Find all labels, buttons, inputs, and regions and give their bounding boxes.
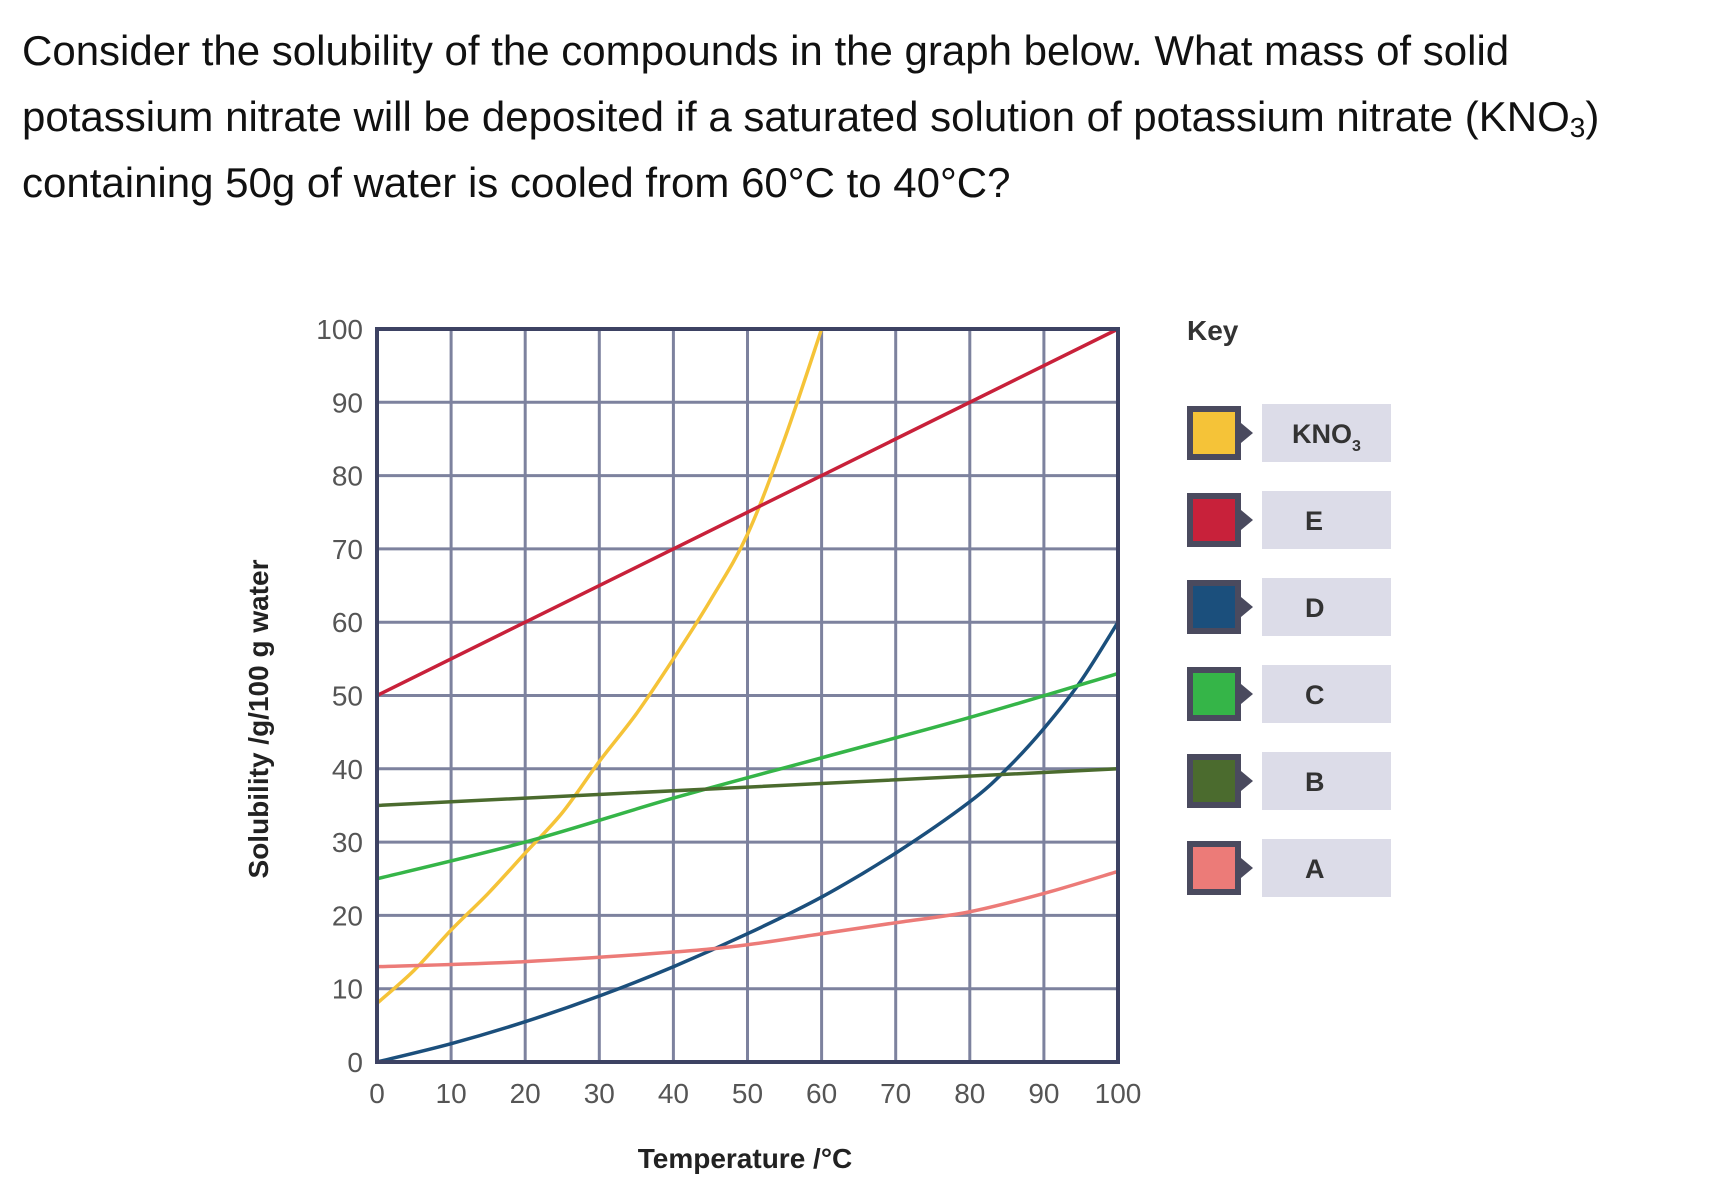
legend-swatch-kno3 (1193, 412, 1235, 454)
question-line-1: Consider the solubility of the compounds… (22, 27, 1510, 74)
series-line-c (375, 671, 1120, 881)
legend-pointer-d (1241, 597, 1253, 617)
legend-pointer-kno3 (1241, 423, 1253, 443)
legend-pointer-b (1241, 771, 1253, 791)
series-line-b (375, 767, 1120, 808)
legend-swatch-c (1193, 673, 1235, 715)
legend-label-bg-d (1262, 578, 1391, 636)
y-tick-label-10: 10 (332, 974, 363, 1005)
legend-label-c: C (1305, 680, 1325, 710)
y-tick-label-0: 0 (347, 1047, 363, 1078)
plot-frame (375, 327, 1120, 1064)
x-tick-label-90: 90 (1028, 1078, 1059, 1109)
legend-label-bg-b (1262, 752, 1391, 810)
x-tick-label-50: 50 (732, 1078, 763, 1109)
legend: Key KNO3 E D C B A (1187, 315, 1391, 897)
y-tick-label-60: 60 (332, 607, 363, 638)
series-lines (375, 327, 1120, 1064)
legend-label-e: E (1305, 506, 1323, 536)
x-tick-label-20: 20 (510, 1078, 541, 1109)
x-tick-label-60: 60 (806, 1078, 837, 1109)
legend-label-kno3: KNO3 (1292, 419, 1361, 455)
x-axis-label: Temperature /°C (638, 1143, 853, 1174)
y-tick-label-40: 40 (332, 754, 363, 785)
x-tick-label-80: 80 (954, 1078, 985, 1109)
legend-label-bg-a (1262, 839, 1391, 897)
legend-pointer-c (1241, 684, 1253, 704)
x-tick-label-100: 100 (1095, 1078, 1142, 1109)
legend-label-bg-e (1262, 491, 1391, 549)
legend-label-b: B (1305, 767, 1325, 797)
x-tick-label-70: 70 (880, 1078, 911, 1109)
x-tick-label-30: 30 (584, 1078, 615, 1109)
legend-label-bg-kno3 (1262, 404, 1391, 462)
legend-swatch-b (1193, 760, 1235, 802)
y-tick-label-90: 90 (332, 387, 363, 418)
legend-swatch-e (1193, 499, 1235, 541)
series-line-e (375, 327, 1120, 698)
x-tick-label-0: 0 (369, 1078, 385, 1109)
legend-label-d: D (1305, 593, 1325, 623)
legend-pointer-a (1241, 858, 1253, 878)
x-tick-label-40: 40 (658, 1078, 689, 1109)
legend-swatch-d (1193, 586, 1235, 628)
question-text: Consider the solubility of the compounds… (22, 18, 1702, 216)
y-axis-label: Solubility /g/100 g water (243, 559, 274, 878)
y-tick-label-30: 30 (332, 827, 363, 858)
y-tick-label-70: 70 (332, 534, 363, 565)
series-line-d (375, 620, 1120, 1064)
question-line-2: potassium nitrate will be deposited if a… (22, 93, 1600, 143)
grid (375, 327, 1120, 1064)
x-tick-labels: 0 10 20 30 40 50 60 70 80 90 100 (369, 1078, 1141, 1109)
legend-pointer-e (1241, 510, 1253, 530)
y-tick-label-50: 50 (332, 681, 363, 712)
x-tick-label-10: 10 (436, 1078, 467, 1109)
legend-label-bg-c (1262, 665, 1391, 723)
question-line-3: containing 50g of water is cooled from 6… (22, 159, 1011, 206)
legend-swatch-a (1193, 847, 1235, 889)
legend-label-a: A (1305, 854, 1325, 884)
y-tick-label-20: 20 (332, 900, 363, 931)
series-line-a (375, 869, 1120, 969)
legend-title: Key (1187, 315, 1239, 346)
y-tick-label-100: 100 (316, 314, 363, 345)
y-tick-label-80: 80 (332, 461, 363, 492)
y-tick-labels: 0 10 20 30 40 50 60 70 80 90 100 (316, 314, 363, 1078)
